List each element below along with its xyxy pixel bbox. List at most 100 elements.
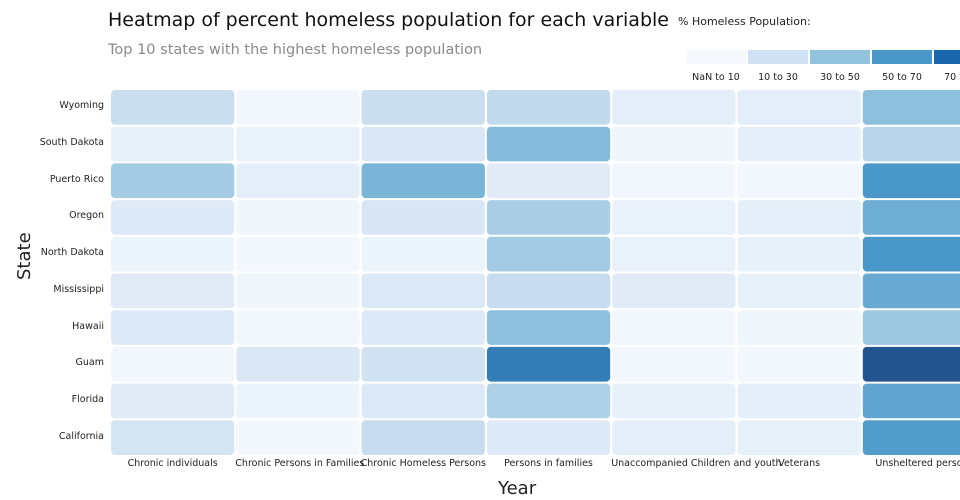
heatmap-cell — [862, 310, 960, 345]
heatmap-cell — [737, 126, 861, 162]
y-tick-label: Florida — [71, 393, 104, 405]
heatmap-cell — [612, 90, 736, 125]
heatmap-cell — [737, 236, 861, 272]
heatmap-cell — [612, 200, 736, 235]
legend-label: 70 to 90 — [944, 72, 960, 83]
heatmap-cell — [612, 383, 736, 419]
y-tick-label: Oregon — [69, 210, 104, 222]
x-tick-label: Unsheltered persons — [875, 458, 960, 469]
y-tick-label: Mississippi — [53, 283, 104, 295]
heatmap-cell — [486, 346, 611, 382]
heatmap-cell — [486, 236, 611, 272]
heatmap-cell — [486, 90, 611, 125]
y-tick-label: Hawaii — [72, 320, 104, 332]
legend-label: 50 to 70 — [882, 72, 922, 83]
heatmap-cell — [361, 90, 485, 125]
heatmap-cell — [737, 90, 861, 125]
heatmap-cell — [737, 346, 861, 382]
chart-subtitle: Top 10 states with the highest homeless … — [108, 42, 483, 58]
y-tick-label: Guam — [75, 357, 104, 369]
y-tick-label: Wyoming — [59, 100, 104, 112]
heatmap-cell — [612, 126, 736, 162]
heatmap-cell — [862, 90, 960, 125]
heatmap-cell — [361, 383, 485, 419]
heatmap-cell — [486, 273, 611, 309]
heatmap-cell — [361, 273, 485, 309]
heatmap-cell — [486, 126, 611, 162]
heatmap-cell — [361, 310, 485, 345]
heatmap-cell — [862, 420, 960, 455]
legend-title: % Homeless Population: — [678, 15, 811, 28]
heatmap-cell — [612, 420, 736, 455]
x-tick-label: Veterans — [778, 458, 821, 469]
y-tick-label: Puerto Rico — [49, 173, 104, 185]
heatmap-cell — [737, 273, 861, 309]
heatmap-cell — [737, 383, 861, 419]
legend-label: 30 to 50 — [820, 72, 860, 83]
heatmap-cell — [862, 273, 960, 309]
heatmap-cell — [236, 420, 360, 455]
heatmap-cell — [111, 420, 235, 455]
heatmap-cell — [486, 200, 611, 235]
heatmap-cell — [486, 163, 611, 199]
heatmap-cell — [737, 163, 861, 199]
x-tick-label: Unaccompanied Children and youth — [611, 458, 782, 469]
heatmap-cell — [111, 90, 235, 125]
legend-label: NaN to 10 — [692, 72, 740, 83]
x-axis-title: Year — [498, 478, 537, 499]
heatmap-cell — [486, 420, 611, 455]
heatmap-cell — [862, 163, 960, 199]
x-tick-label: Persons in families — [504, 458, 593, 469]
heatmap-cell — [737, 200, 861, 235]
heatmap-cell — [361, 346, 485, 382]
heatmap-cell — [236, 163, 360, 199]
heatmap-cell — [236, 126, 360, 162]
y-tick-label: California — [58, 430, 104, 442]
heatmap-cell — [111, 346, 235, 382]
x-tick-label: Chronic individuals — [127, 458, 218, 469]
heatmap-cell — [486, 310, 611, 345]
heatmap-cell — [737, 420, 861, 455]
heatmap-cell — [236, 273, 360, 309]
legend-label: 10 to 30 — [758, 72, 798, 83]
heatmap-cell — [111, 310, 235, 345]
heatmap-cell — [111, 200, 235, 235]
heatmap-cell — [236, 90, 360, 125]
heatmap-cell — [361, 163, 485, 199]
heatmap-cell — [111, 383, 235, 419]
legend-swatch — [686, 50, 746, 64]
heatmap-cell — [361, 420, 485, 455]
heatmap-cell — [236, 383, 360, 419]
heatmap-cell — [111, 126, 235, 162]
y-axis-title: State — [14, 232, 35, 280]
legend-swatch — [810, 50, 870, 64]
heatmap-cell — [612, 310, 736, 345]
heatmap-cell — [612, 346, 736, 382]
heatmap-cell — [236, 310, 360, 345]
x-tick-label: Chronic Homeless Persons — [360, 458, 486, 469]
heatmap-cell — [862, 346, 960, 382]
heatmap-cell — [612, 163, 736, 199]
heatmap-cell — [486, 383, 611, 419]
x-tick-label: Chronic Persons in Families — [235, 458, 365, 469]
heatmap-cell — [111, 163, 235, 199]
heatmap-cell — [862, 236, 960, 272]
heatmap-cell — [236, 200, 360, 235]
heatmap-cell — [361, 126, 485, 162]
heatmap-cell — [612, 236, 736, 272]
heatmap-cell — [111, 273, 235, 309]
chart-title: Heatmap of percent homeless population f… — [108, 9, 669, 31]
y-tick-label: North Dakota — [40, 247, 104, 259]
heatmap-cell — [361, 236, 485, 272]
heatmap-cell — [111, 236, 235, 272]
y-tick-label: South Dakota — [39, 137, 104, 149]
heatmap-cell — [737, 310, 861, 345]
legend-swatch — [934, 50, 960, 64]
heatmap-cell — [862, 126, 960, 162]
heatmap-cell — [862, 383, 960, 419]
heatmap-cell — [236, 346, 360, 382]
heatmap-cell — [862, 200, 960, 235]
heatmap-cell — [612, 273, 736, 309]
heatmap-cell — [361, 200, 485, 235]
